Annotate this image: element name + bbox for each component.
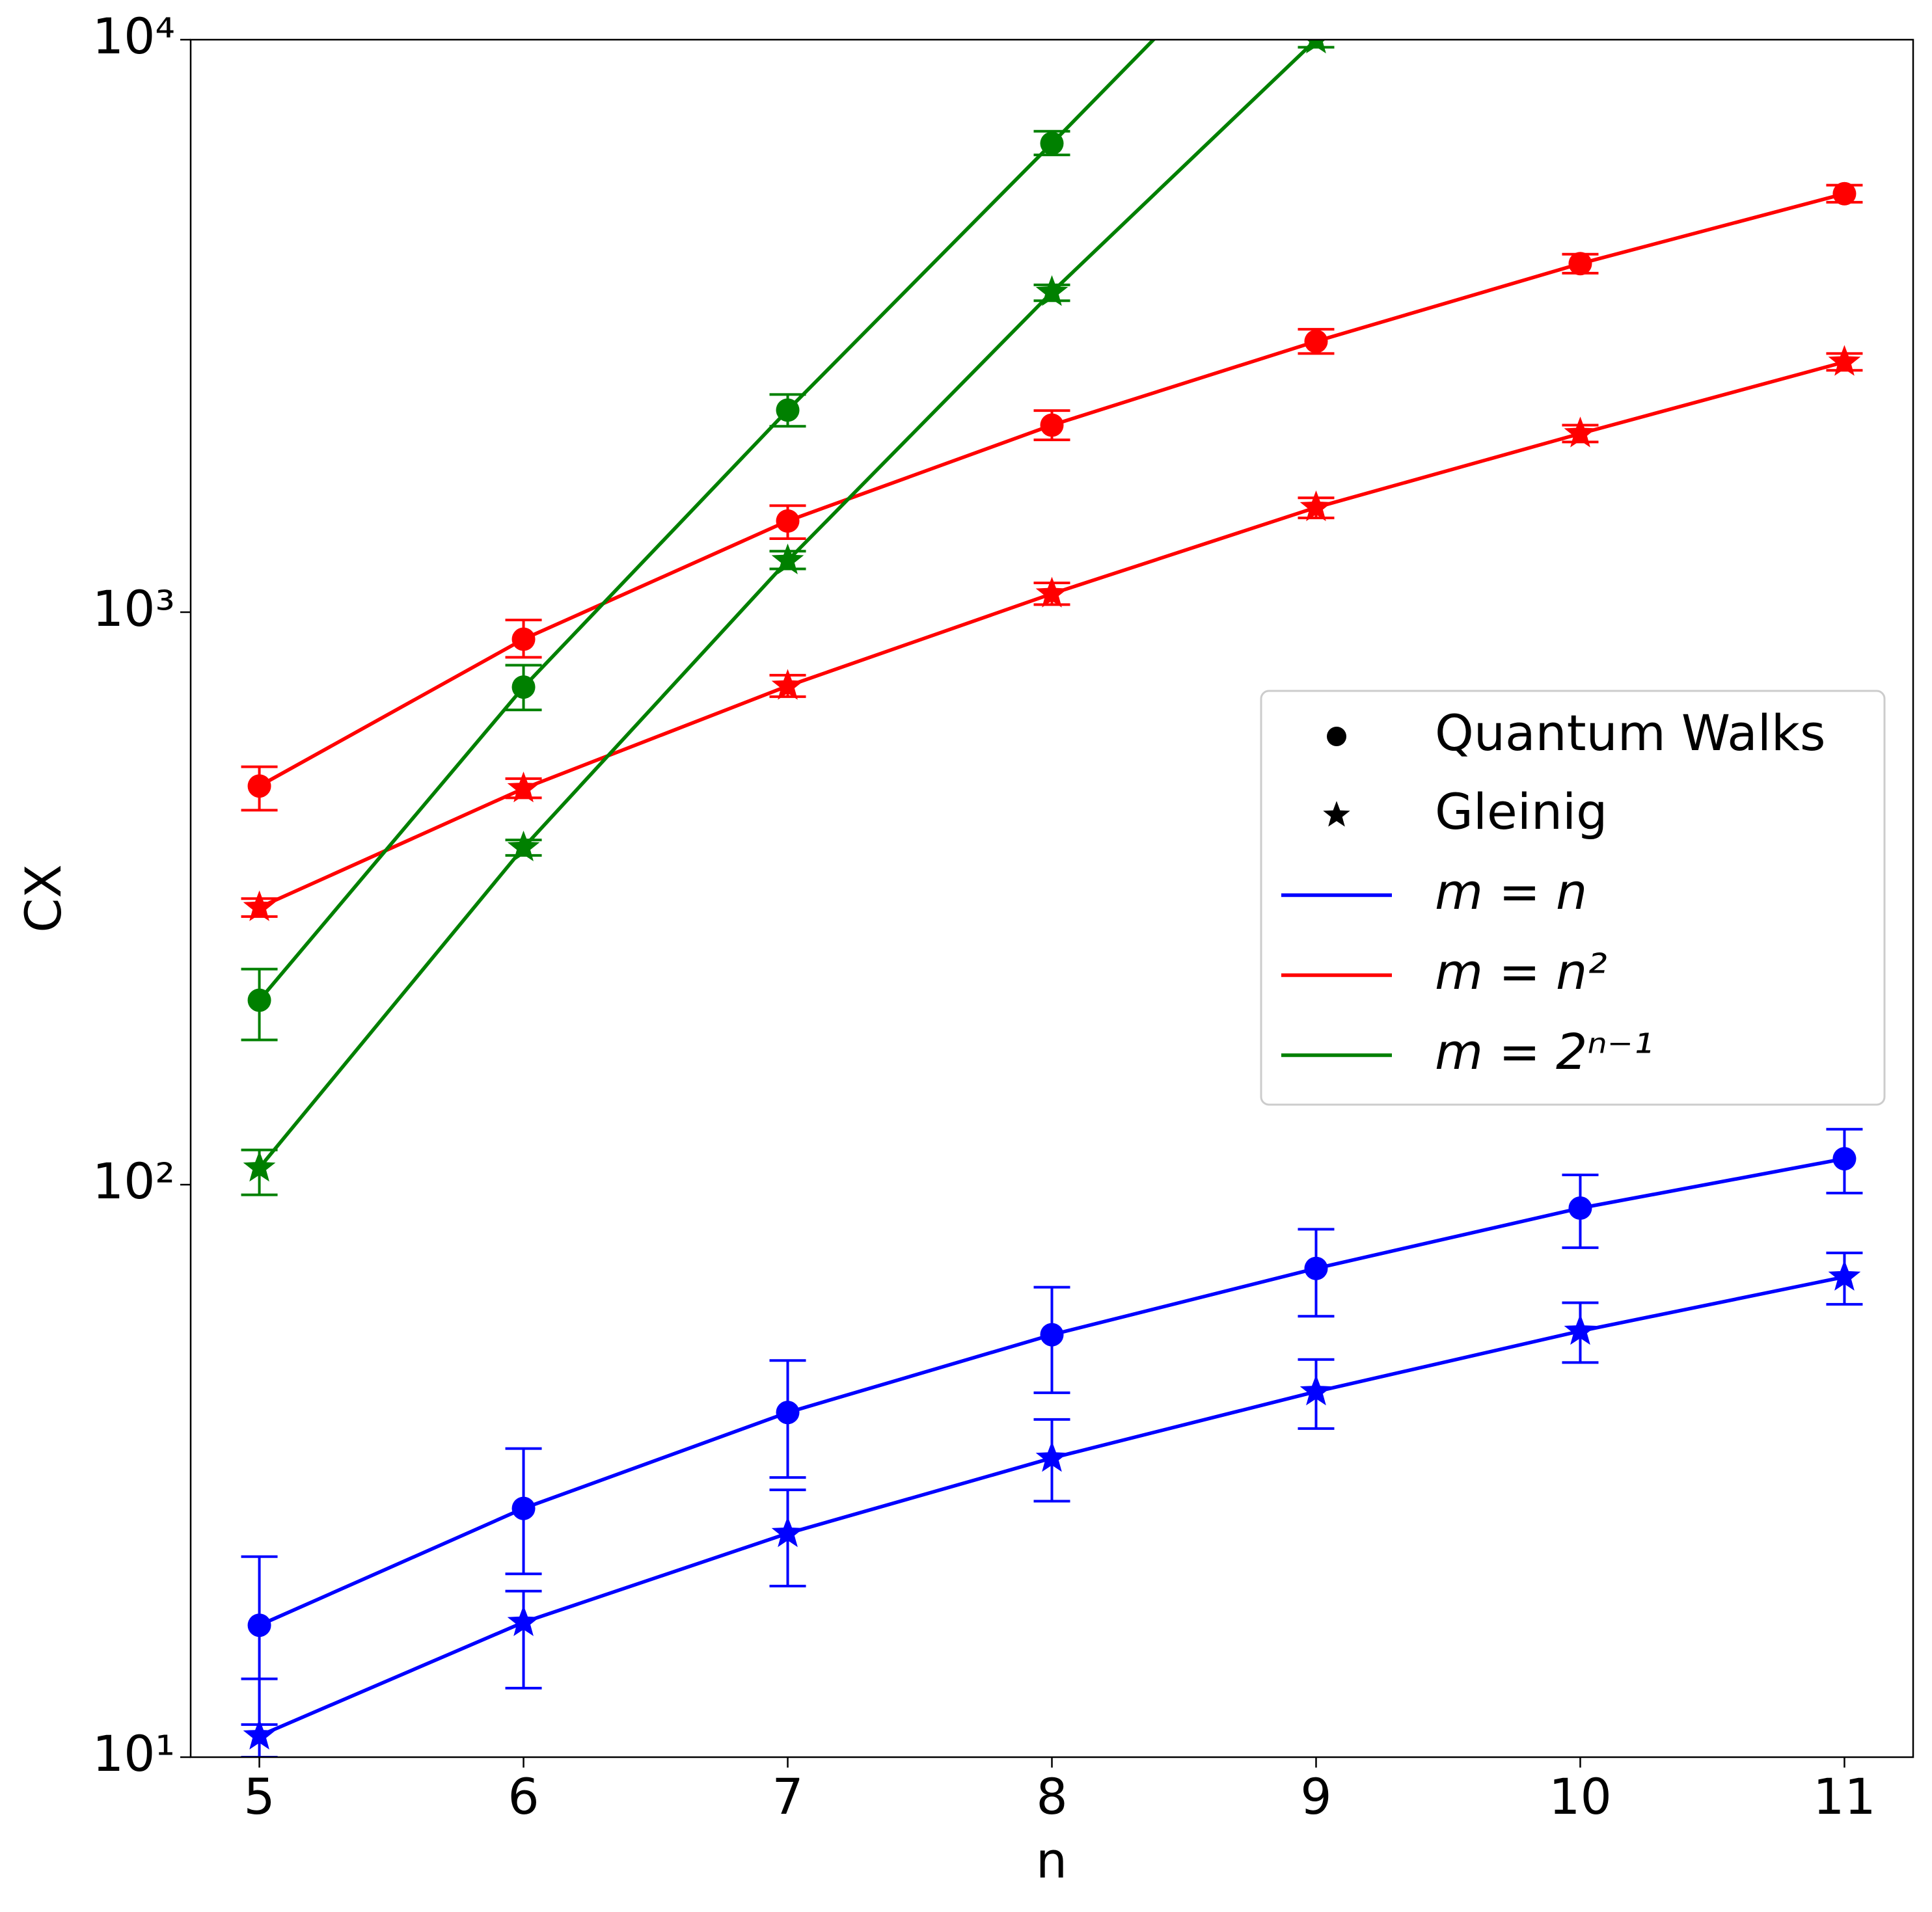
x-tick-label: 10 <box>1549 1768 1612 1825</box>
star-marker <box>771 543 804 574</box>
star-marker <box>1564 416 1597 448</box>
legend: Quantum Walks Gleinig m = n m = n² m = 2ⁿ⁻¹ <box>1260 690 1886 1106</box>
star-marker <box>1035 275 1068 306</box>
y-tick-label: 10² <box>92 1152 175 1210</box>
circle-marker <box>1832 182 1857 206</box>
circle-marker <box>776 398 800 422</box>
y-tick-label: 10³ <box>92 580 175 638</box>
star-marker <box>507 772 540 803</box>
circle-marker <box>1040 413 1064 437</box>
x-tick-label: 7 <box>772 1768 803 1825</box>
plot-area <box>241 40 1863 1757</box>
y-axis-label: CX <box>14 864 72 932</box>
x-tick-label: 9 <box>1300 1768 1331 1825</box>
circle-marker <box>1568 1196 1592 1220</box>
star-marker <box>1306 40 1326 54</box>
legend-label: m = n <box>1435 863 1587 921</box>
star-marker <box>1035 1441 1068 1472</box>
x-tick-label: 5 <box>243 1768 275 1825</box>
star-marker <box>243 1151 276 1182</box>
star-marker <box>771 1516 804 1548</box>
x-tick-label: 8 <box>1036 1768 1067 1825</box>
star-marker <box>1323 801 1350 827</box>
legend-box <box>1260 690 1886 1106</box>
circle-marker <box>247 1613 271 1637</box>
circle-marker <box>1832 1147 1857 1171</box>
circle-marker <box>511 627 536 651</box>
circle-marker <box>1040 1323 1064 1347</box>
circle-marker <box>1304 329 1328 353</box>
star-marker <box>1828 1259 1861 1291</box>
legend-label: Quantum Walks <box>1435 704 1825 762</box>
star-marker <box>243 890 276 921</box>
star-marker <box>507 830 540 861</box>
star-marker <box>1564 1313 1597 1345</box>
circle-marker <box>511 1496 536 1520</box>
error-bar <box>241 1677 278 1757</box>
star-marker <box>507 1605 540 1636</box>
circle-marker <box>1327 727 1346 746</box>
circle-marker <box>1304 1256 1328 1280</box>
circle-marker <box>1040 131 1064 155</box>
circle-marker <box>247 774 271 798</box>
star-marker <box>1299 490 1333 522</box>
star-marker <box>771 669 804 700</box>
star-marker <box>243 1719 276 1750</box>
x-axis-label: n <box>1036 1831 1067 1889</box>
star-marker <box>1299 1375 1333 1406</box>
circle-marker <box>776 1401 800 1425</box>
legend-label: m = 2ⁿ⁻¹ <box>1435 1023 1653 1081</box>
y-tick-label: 10¹ <box>92 1725 175 1783</box>
star-marker <box>1035 576 1068 608</box>
circle-marker <box>511 675 536 699</box>
x-tick-label: 11 <box>1813 1768 1876 1825</box>
circle-marker <box>247 988 271 1012</box>
circle-marker <box>776 509 800 533</box>
legend-label: Gleinig <box>1435 783 1607 841</box>
circle-marker <box>1568 252 1592 276</box>
y-tick-label: 10⁴ <box>92 7 175 65</box>
star-marker <box>1828 345 1861 376</box>
legend-label: m = n² <box>1435 943 1607 1001</box>
axes: 5 6 7 8 9 10 11 10¹ 10² 10³ 10⁴ <box>92 7 1876 1825</box>
x-tick-label: 6 <box>508 1768 539 1825</box>
